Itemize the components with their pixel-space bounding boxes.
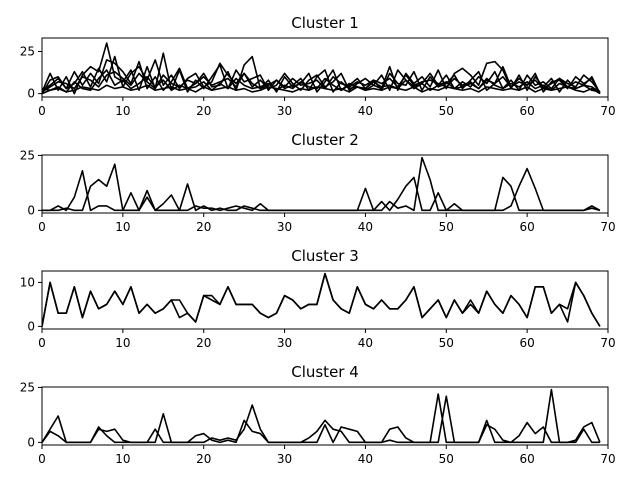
x-tick-label: 60 <box>520 104 535 118</box>
x-tick-label: 20 <box>196 220 211 234</box>
subplot-cluster-4: Cluster 4 0 10 20 30 40 50 60 70 0 25 <box>20 363 616 466</box>
series-line-5 <box>42 70 601 94</box>
axes-frame <box>41 37 609 98</box>
series-group <box>42 42 601 95</box>
chart-title: Cluster 2 <box>291 131 359 149</box>
x-tick-label: 10 <box>115 220 130 234</box>
axes-frame <box>41 386 609 446</box>
series-group <box>42 272 601 327</box>
x-tick-label: 50 <box>439 104 454 118</box>
x-tick-label: 70 <box>600 220 615 234</box>
series-line-6 <box>42 84 601 95</box>
subplot-cluster-2: Cluster 2 0 10 20 30 40 50 60 70 0 25 <box>20 131 616 234</box>
x-tick-label: 50 <box>439 336 454 350</box>
chart-title: Cluster 4 <box>291 363 359 381</box>
subplot-cluster-3: Cluster 3 0 10 20 30 40 50 60 70 0 10 <box>20 247 616 350</box>
x-tick-label: 10 <box>115 336 130 350</box>
x-tick-label: 0 <box>38 452 46 466</box>
subplots: Cluster 1 0 10 20 30 40 50 60 70 0 25 Cluster 2 0 10 2… <box>20 14 616 466</box>
x-tick-label: 30 <box>277 220 292 234</box>
series-line-2 <box>42 272 601 327</box>
x-tick-label: 10 <box>115 452 130 466</box>
y-tick-label: 0 <box>27 203 35 217</box>
x-tick-label: 70 <box>600 336 615 350</box>
x-tick-label: 60 <box>520 220 535 234</box>
x-tick-label: 10 <box>115 104 130 118</box>
x-tick-label: 70 <box>600 104 615 118</box>
y-tick-label: 25 <box>20 380 35 394</box>
x-tick-label: 40 <box>358 452 373 466</box>
x-tick-label: 20 <box>196 104 211 118</box>
x-tick-label: 70 <box>600 452 615 466</box>
x-tick-label: 0 <box>38 104 46 118</box>
x-tick-label: 20 <box>196 452 211 466</box>
x-tick-label: 0 <box>38 336 46 350</box>
x-tick-label: 20 <box>196 336 211 350</box>
y-tick-label: 25 <box>20 44 35 58</box>
x-tick-label: 40 <box>358 336 373 350</box>
x-tick-label: 40 <box>358 104 373 118</box>
series-line-2 <box>42 156 601 212</box>
y-tick-label: 25 <box>20 148 35 162</box>
chart-title: Cluster 3 <box>291 247 359 265</box>
chart-title: Cluster 1 <box>291 14 359 32</box>
x-tick-label: 60 <box>520 336 535 350</box>
x-tick-label: 0 <box>38 220 46 234</box>
series-line-2 <box>42 388 600 444</box>
axes-frame <box>41 154 609 214</box>
axes-frame <box>41 270 609 330</box>
series-line-3 <box>42 55 601 93</box>
series-group <box>42 156 601 212</box>
x-tick-label: 40 <box>358 220 373 234</box>
y-tick-label: 0 <box>27 87 35 101</box>
x-tick-label: 50 <box>439 452 454 466</box>
x-tick-label: 30 <box>277 452 292 466</box>
y-tick-label: 0 <box>27 319 35 333</box>
x-tick-label: 30 <box>277 336 292 350</box>
series-group <box>42 388 601 444</box>
x-tick-label: 60 <box>520 452 535 466</box>
series-line-2 <box>42 55 601 95</box>
subplot-cluster-1: Cluster 1 0 10 20 30 40 50 60 70 0 25 <box>20 14 616 118</box>
y-tick-label: 0 <box>27 435 35 449</box>
x-tick-label: 50 <box>439 220 454 234</box>
y-tick-label: 10 <box>20 275 35 289</box>
x-tick-label: 30 <box>277 104 292 118</box>
